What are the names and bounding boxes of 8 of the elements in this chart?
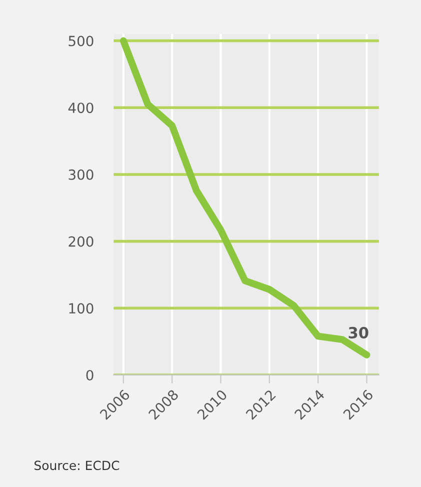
y-tick-label: 0: [86, 370, 94, 380]
y-tick-label: 200: [68, 236, 94, 247]
y-tick-label: 400: [68, 102, 94, 114]
source-note: Source: ECDC: [34, 460, 120, 470]
y-tick-label: 300: [68, 169, 94, 180]
y-tick-label: 100: [69, 303, 94, 314]
annotation: 30: [348, 326, 368, 338]
y-tick-label: 500: [68, 36, 94, 46]
